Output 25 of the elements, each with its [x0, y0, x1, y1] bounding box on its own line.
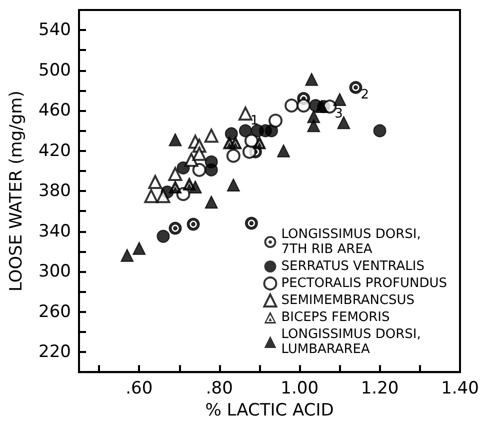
- y-tick-label: 460: [38, 100, 71, 121]
- annotation: 1: [250, 114, 259, 129]
- y-tick-label: 300: [38, 262, 71, 282]
- legend-label: SEMIMEMBRANCSUS: [281, 293, 415, 308]
- legend-label: LONGISSIMUS DORSI, 7TH RIB AREA: [281, 227, 421, 257]
- y-tick-label: 260: [38, 302, 71, 322]
- legend-label: BICEPS FEMORIS: [281, 310, 390, 325]
- y-tick-label: 500: [38, 60, 71, 80]
- legend-label: PECTORALIS PROFUNDUS: [281, 276, 448, 291]
- x-tick-label: 1.40: [441, 378, 479, 399]
- y-axis-title: LOOSE WATER (mg/gm): [6, 90, 26, 292]
- legend-label: SERRATUS VENTRALIS: [281, 259, 424, 274]
- x-axis-title: % LACTIC ACID: [205, 400, 334, 420]
- y-tick-label: 340: [38, 221, 71, 242]
- y-tick-label: 420: [38, 140, 71, 161]
- legend-label: LONGISSIMUS DORSI, LUMBARAREA: [281, 327, 421, 357]
- x-tick-label: .60: [126, 378, 153, 399]
- annotation: 3: [334, 106, 343, 122]
- y-tick-label: 220: [38, 342, 71, 362]
- x-tick-label: 1.00: [280, 378, 319, 399]
- annotation: 2: [360, 87, 370, 102]
- x-tick-label: 1.20: [360, 378, 399, 399]
- x-tick-label: .80: [206, 378, 233, 399]
- y-tick-label: 380: [38, 181, 71, 202]
- y-tick-label: 540: [38, 20, 71, 40]
